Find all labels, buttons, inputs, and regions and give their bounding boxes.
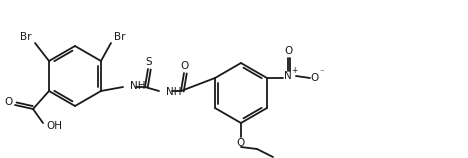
Text: NH: NH: [166, 87, 182, 97]
Text: O: O: [311, 73, 319, 83]
Text: O: O: [181, 61, 189, 71]
Text: N: N: [284, 71, 292, 81]
Text: NH: NH: [130, 81, 146, 91]
Text: OH: OH: [46, 121, 62, 131]
Text: O: O: [285, 46, 293, 56]
Text: O: O: [4, 97, 12, 107]
Text: Br: Br: [20, 32, 32, 42]
Text: S: S: [146, 57, 152, 67]
Text: O: O: [237, 138, 245, 148]
Text: ⁻: ⁻: [320, 69, 324, 78]
Text: Br: Br: [114, 32, 126, 42]
Text: +: +: [291, 66, 297, 75]
